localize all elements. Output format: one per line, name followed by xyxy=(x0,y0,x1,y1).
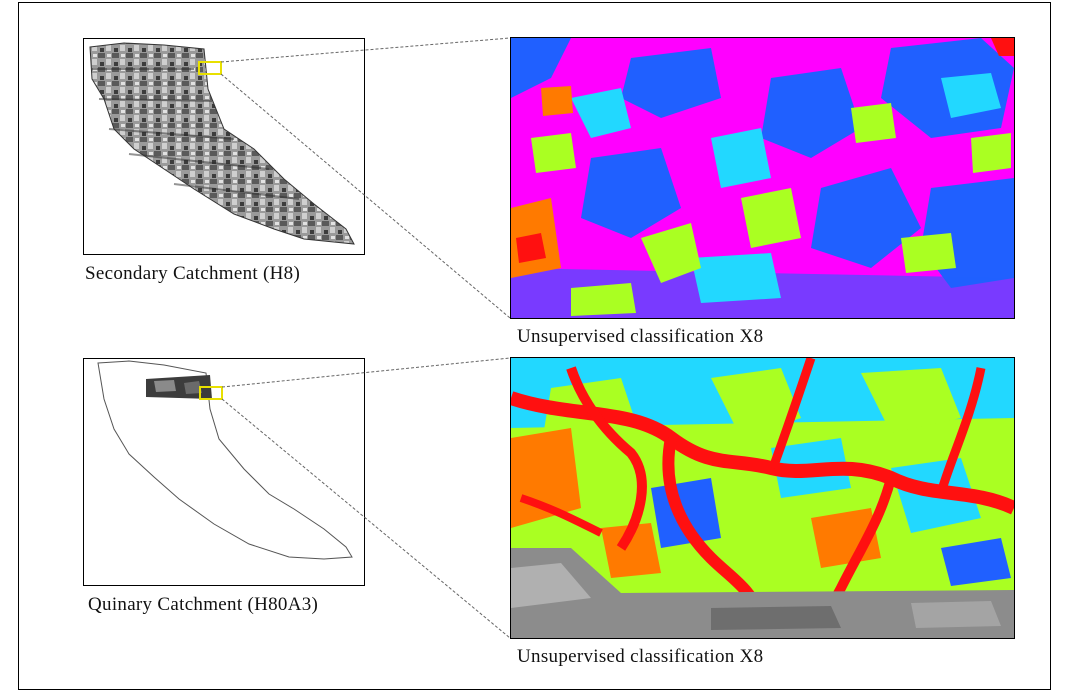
quinary-catchment-caption: Quinary Catchment (H80A3) xyxy=(88,594,319,615)
quinary-catchment-map xyxy=(83,358,365,586)
bottom-classification-caption: Unsupervised classification X8 xyxy=(517,646,764,667)
bottom-highlight-box xyxy=(199,386,223,400)
top-classification-image xyxy=(510,37,1015,319)
bottom-classification-image xyxy=(510,357,1015,639)
top-highlight-box xyxy=(198,61,222,75)
secondary-catchment-caption: Secondary Catchment (H8) xyxy=(85,263,301,284)
top-classification-caption: Unsupervised classification X8 xyxy=(517,326,764,347)
secondary-catchment-map xyxy=(83,38,365,255)
figure-frame xyxy=(18,2,1051,690)
